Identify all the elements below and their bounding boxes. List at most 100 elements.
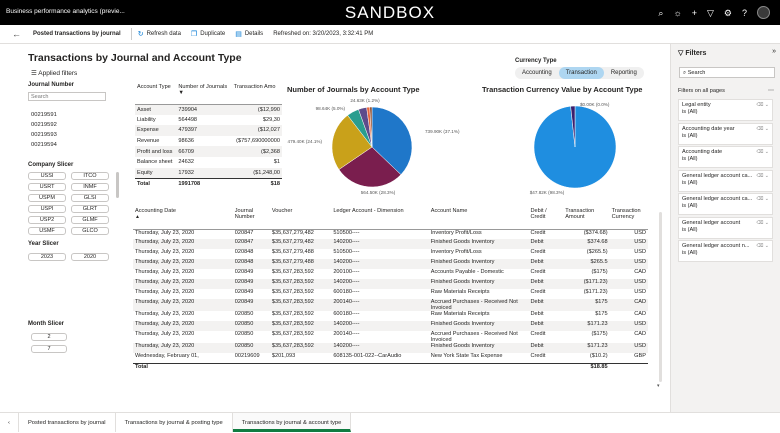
- company-scrollbar[interactable]: [116, 172, 119, 198]
- company-option-button[interactable]: USPM: [28, 194, 66, 202]
- filter-card[interactable]: Accounting date year is (All) ⌫ ⌄: [678, 122, 773, 145]
- collapse-pane-icon[interactable]: »: [772, 48, 776, 55]
- month-7-button[interactable]: 7: [31, 345, 67, 353]
- table-row[interactable]: Revenue 98636 ($757,690000000: [135, 136, 282, 147]
- filter-card-icons[interactable]: ⌫ ⌄: [756, 102, 769, 108]
- table-cell: $265.5: [563, 259, 610, 269]
- column-header[interactable]: Journal Number: [232, 208, 270, 230]
- company-option-button[interactable]: USMF: [28, 227, 66, 235]
- table-row[interactable]: Equity 17932 ($1,248,00: [135, 167, 282, 179]
- company-option-button[interactable]: GLMF: [71, 216, 109, 224]
- table-row[interactable]: Thursday, July 23, 2020 020849 $35,637,283…: [133, 289, 648, 299]
- tab-journal-account-type[interactable]: Transactions by journal & account type: [232, 413, 352, 432]
- table-row[interactable]: Thursday, July 23, 2020 020847 $35,637,279…: [133, 229, 648, 239]
- filter-card-icons[interactable]: ⌫ ⌄: [756, 219, 769, 226]
- pie-slice-liability[interactable]: [338, 146, 402, 188]
- column-header[interactable]: Accounting Date ▲: [133, 208, 233, 230]
- company-option-button[interactable]: GLRT: [71, 205, 109, 213]
- details-button[interactable]: ▤ Details: [235, 31, 264, 38]
- company-option-button[interactable]: USPI: [28, 205, 66, 213]
- table-row[interactable]: Expense 479397 ($12,027: [135, 125, 282, 136]
- filter-card-icons[interactable]: ⌫ ⌄: [756, 196, 769, 202]
- filter-search-input[interactable]: ⌕ Search: [679, 67, 775, 78]
- pie-slice-minor[interactable]: [570, 105, 576, 148]
- column-header[interactable]: Transaction Amount: [563, 208, 610, 230]
- help-icon[interactable]: ?: [741, 7, 747, 18]
- table-row[interactable]: Thursday, July 23, 2020 020849 $35,637,283…: [133, 269, 648, 279]
- table-row[interactable]: Asset 739904 ($12,990: [135, 104, 282, 115]
- filter-card-icons[interactable]: ⌫ ⌄: [756, 172, 769, 179]
- table-row[interactable]: Thursday, July 23, 2020 020849 $35,637,283…: [133, 279, 648, 289]
- column-header[interactable]: Transaction Amo: [231, 84, 282, 105]
- filter-card[interactable]: General ledger account is (All) ⌫ ⌄: [678, 216, 773, 239]
- list-item[interactable]: 00219591: [31, 112, 57, 118]
- filter-card[interactable]: Legal entity is (All) ⌫ ⌄: [678, 99, 773, 121]
- column-header[interactable]: Voucher: [269, 208, 332, 230]
- filter-card[interactable]: Accounting date is (All) ⌫ ⌄: [678, 146, 773, 168]
- filter-card-icons[interactable]: ⌫ ⌄: [756, 149, 769, 155]
- option-reporting[interactable]: Reporting: [610, 70, 637, 76]
- add-icon[interactable]: +: [691, 7, 697, 18]
- more-options-icon[interactable]: ⋯: [768, 88, 774, 94]
- tab-posted-transactions[interactable]: Posted transactions by journal: [19, 413, 116, 432]
- company-option-button[interactable]: USP2: [28, 216, 66, 224]
- back-arrow-icon[interactable]: ←: [12, 29, 21, 39]
- column-header[interactable]: Ledger Account - Dimension: [331, 208, 429, 230]
- applied-filters-button[interactable]: ☰ Applied filters: [31, 70, 78, 77]
- duplicate-button[interactable]: ❐ Duplicate: [190, 31, 226, 38]
- refresh-button[interactable]: ↻ Refresh data: [137, 31, 181, 38]
- list-item[interactable]: 00219593: [31, 132, 57, 138]
- gear-icon[interactable]: ⚙: [723, 7, 732, 18]
- column-header[interactable]: Account Name: [428, 208, 529, 230]
- page-tab-label[interactable]: Posted transactions by journal: [33, 31, 121, 37]
- table-row[interactable]: Thursday, July 23, 2020 020849 $35,637,283…: [133, 299, 648, 311]
- company-option-button[interactable]: ITCO: [71, 172, 109, 180]
- option-accounting[interactable]: Accounting: [522, 70, 552, 76]
- column-header[interactable]: Transaction Currency: [609, 208, 648, 230]
- pie-slice-equity[interactable]: [369, 106, 373, 148]
- year-2020-button[interactable]: 2020: [71, 253, 109, 261]
- table-cell: ($2,368: [231, 146, 282, 157]
- table-row[interactable]: Thursday, July 23, 2020 020850 $35,637,283…: [133, 321, 648, 331]
- table-row[interactable]: Profit and loss 66709 ($2,368: [135, 146, 282, 157]
- company-option-button[interactable]: INMF: [71, 183, 109, 191]
- table-row[interactable]: Thursday, July 23, 2020 020848 $35,637,279…: [133, 249, 648, 259]
- tabs-scroll-left-icon[interactable]: ‹: [0, 413, 19, 432]
- table-row[interactable]: Liability 564498 $29,30: [135, 115, 282, 126]
- table-row[interactable]: Balance sheet 24632 $1: [135, 157, 282, 168]
- filter-card[interactable]: General ledger account ca... is (All) ⌫ ⌄: [678, 193, 773, 215]
- table-row[interactable]: Thursday, July 23, 2020 020850 $35,637,283…: [133, 343, 648, 353]
- company-option-button[interactable]: GLCO: [71, 227, 109, 235]
- list-item[interactable]: 00219592: [31, 122, 57, 128]
- option-transaction[interactable]: Transaction: [558, 67, 604, 79]
- month-2-button[interactable]: 2: [31, 333, 67, 341]
- scroll-down-icon[interactable]: ▾: [657, 383, 660, 389]
- list-item[interactable]: 00219594: [31, 142, 57, 148]
- journal-search-input[interactable]: Search: [28, 92, 106, 101]
- column-header[interactable]: Account Type: [135, 84, 177, 105]
- table-row[interactable]: Thursday, July 23, 2020 020850 $35,637,283…: [133, 311, 648, 321]
- filter-card[interactable]: General ledger account ca... is (All) ⌫ ⌄: [678, 169, 773, 192]
- filter-card-icons[interactable]: ⌫ ⌄: [756, 125, 769, 132]
- filter-card[interactable]: General ledger account n... is (All) ⌫ ⌄: [678, 240, 773, 262]
- filter-icon[interactable]: ▽: [706, 7, 714, 18]
- pie-slice-expense[interactable]: [331, 114, 373, 170]
- lightbulb-icon[interactable]: ☼: [673, 7, 682, 18]
- column-header[interactable]: Number of Journals ▼: [176, 84, 232, 105]
- app-name[interactable]: Business performance analytics (previe..…: [6, 8, 125, 15]
- filter-card-icons[interactable]: ⌫ ⌄: [756, 243, 769, 249]
- company-option-button[interactable]: GLSI: [71, 194, 109, 202]
- company-option-button[interactable]: USRT: [28, 183, 66, 191]
- pie-slice-asset[interactable]: [371, 106, 413, 176]
- company-option-button[interactable]: USSI: [28, 172, 66, 180]
- table-scrollbar[interactable]: [659, 212, 662, 382]
- table-row[interactable]: Wednesday, February 01, 00219609 $201,093 6…: [133, 353, 648, 363]
- table-row[interactable]: Thursday, July 23, 2020 020850 $35,637,283…: [133, 331, 648, 343]
- search-icon[interactable]: ⌕: [658, 7, 664, 18]
- table-row[interactable]: Thursday, July 23, 2020 020848 $35,637,279…: [133, 259, 648, 269]
- avatar[interactable]: [757, 6, 770, 19]
- column-header[interactable]: Debit / Credit: [528, 208, 564, 230]
- year-2023-button[interactable]: 2023: [28, 253, 66, 261]
- tab-journal-posting-type[interactable]: Transactions by journal & posting type: [116, 413, 233, 432]
- table-row[interactable]: Thursday, July 23, 2020 020847 $35,637,279…: [133, 239, 648, 249]
